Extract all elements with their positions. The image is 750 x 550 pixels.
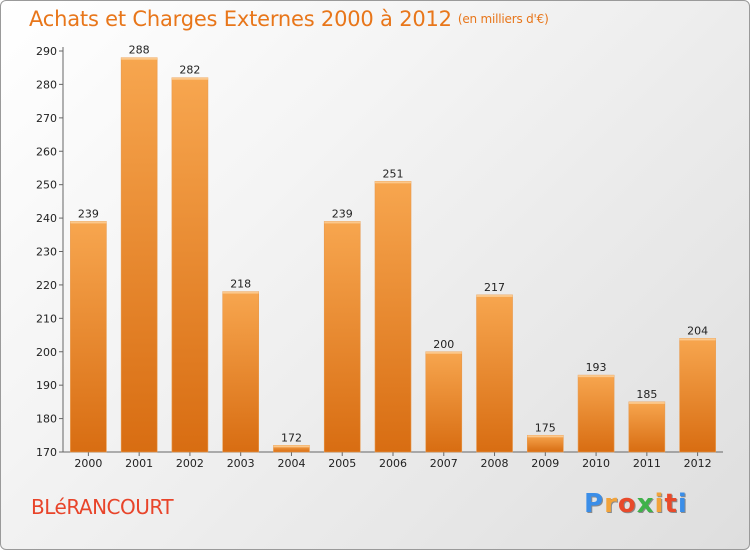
x-tick-label: 2008 — [481, 457, 509, 470]
bar — [628, 401, 666, 453]
bar-value-label: 217 — [484, 281, 505, 294]
bar-highlight — [171, 77, 208, 80]
bar-value-label: 185 — [636, 388, 657, 401]
y-axis: 170 180 190 200 210 220 230 240 250 260 270 280 290 — [36, 45, 64, 459]
bar-value-label: 251 — [383, 167, 404, 180]
y-tick-label: 190 — [36, 379, 57, 392]
bar-highlight — [476, 294, 513, 297]
y-tick-label: 170 — [36, 446, 57, 459]
logo-letter: t — [664, 489, 678, 519]
bar — [577, 374, 615, 453]
bar-highlight — [578, 375, 615, 378]
logo-letter: i — [654, 489, 665, 519]
logo-letter: o — [617, 489, 637, 519]
bar — [374, 181, 412, 453]
bar-highlight — [121, 57, 158, 60]
x-axis: 2000 2001 2002 2003 2004 2005 2006 2007 2008 2009… — [63, 451, 723, 470]
x-tick-label: 2004 — [277, 457, 305, 470]
y-tick-label: 270 — [36, 112, 57, 125]
x-tick-label: 2006 — [379, 457, 407, 470]
bar — [171, 77, 209, 453]
logo-letter: P — [584, 489, 605, 519]
bar — [120, 57, 158, 453]
bar-value-label: 239 — [78, 207, 99, 220]
x-tick-label: 2005 — [328, 457, 356, 470]
bar-series — [70, 57, 716, 453]
y-tick-label: 220 — [36, 279, 57, 292]
y-tick-label: 200 — [36, 346, 57, 359]
bar-highlight — [628, 401, 665, 404]
bar-value-label: 200 — [433, 338, 454, 351]
bar-highlight — [425, 351, 462, 354]
bar — [679, 338, 716, 453]
bar — [476, 294, 513, 453]
bar — [323, 221, 361, 453]
data-labels: 239 288 282 218 172 239 251 200 217 175 193 185 204 — [78, 44, 708, 445]
x-tick-label: 2012 — [684, 457, 712, 470]
city-name: BLéRANCOURT — [31, 495, 174, 519]
bar-value-label: 193 — [586, 361, 607, 374]
x-tick-label: 2003 — [227, 457, 255, 470]
y-tick-label: 250 — [36, 179, 57, 192]
logo-letter: r — [604, 489, 618, 519]
bar — [222, 291, 259, 453]
bar-highlight — [324, 221, 361, 224]
x-tick-label: 2011 — [633, 457, 661, 470]
y-tick-label: 260 — [36, 145, 57, 158]
bar-value-label: 204 — [687, 324, 708, 337]
bar-value-label: 288 — [129, 44, 150, 57]
proxiti-logo: Proxiti — [584, 489, 694, 529]
y-tick-label: 210 — [36, 312, 57, 325]
logo-letter: x — [636, 489, 655, 519]
bar-value-label: 172 — [281, 431, 302, 444]
x-tick-label: 2007 — [430, 457, 458, 470]
y-tick-label: 180 — [36, 413, 57, 426]
chart-unit: (en milliers d'€) — [457, 12, 549, 26]
bar-value-label: 282 — [179, 64, 200, 77]
x-tick-label: 2009 — [531, 457, 559, 470]
bar-highlight — [527, 435, 564, 438]
bar-highlight — [679, 338, 716, 341]
y-tick-label: 230 — [36, 246, 57, 259]
bar — [527, 434, 564, 453]
chart-title-text: Achats et Charges Externes 2000 à 2012 — [29, 7, 452, 31]
bar-highlight — [375, 181, 411, 184]
bar-highlight — [273, 445, 310, 448]
bar-highlight — [70, 221, 107, 224]
bar — [425, 351, 463, 453]
bar-value-label: 239 — [332, 207, 353, 220]
y-tick-label: 290 — [36, 45, 57, 58]
y-tick-label: 240 — [36, 212, 57, 225]
chart-title: Achats et Charges Externes 2000 à 2012 (e… — [29, 7, 549, 31]
bar-value-label: 218 — [230, 278, 251, 291]
bar-highlight — [222, 291, 259, 294]
x-tick-label: 2001 — [125, 457, 153, 470]
bar — [70, 221, 107, 453]
y-tick-label: 280 — [36, 78, 57, 91]
x-tick-label: 2000 — [74, 457, 102, 470]
x-tick-label: 2002 — [176, 457, 204, 470]
logo-letter: i — [677, 489, 688, 519]
x-tick-label: 2010 — [582, 457, 610, 470]
bar-value-label: 175 — [535, 421, 556, 434]
